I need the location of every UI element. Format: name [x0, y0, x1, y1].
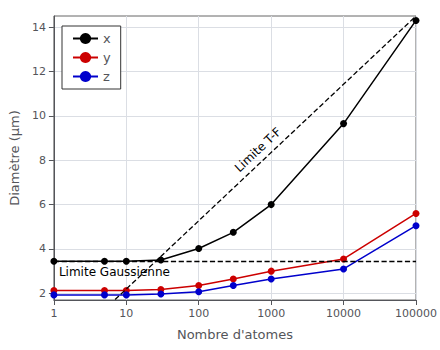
svg-text:100000: 100000	[395, 307, 437, 320]
svg-text:12: 12	[32, 65, 46, 78]
svg-text:8: 8	[39, 154, 46, 167]
svg-text:10: 10	[119, 307, 133, 320]
svg-text:100: 100	[188, 307, 209, 320]
svg-text:10: 10	[32, 109, 46, 122]
svg-text:Diamètre (µm): Diamètre (µm)	[7, 110, 22, 206]
svg-text:Nombre d'atomes: Nombre d'atomes	[177, 327, 293, 342]
svg-text:y: y	[103, 50, 111, 65]
svg-text:4: 4	[39, 242, 46, 255]
svg-text:Limite Gaussienne: Limite Gaussienne	[59, 265, 170, 279]
svg-text:1000: 1000	[257, 307, 285, 320]
svg-text:x: x	[103, 31, 111, 46]
svg-text:z: z	[103, 69, 110, 84]
svg-text:6: 6	[39, 198, 46, 211]
svg-text:14: 14	[32, 21, 46, 34]
svg-text:Limite T-F: Limite T-F	[232, 125, 284, 175]
svg-text:2: 2	[39, 287, 46, 300]
svg-text:1: 1	[50, 307, 57, 320]
svg-text:10000: 10000	[326, 307, 361, 320]
